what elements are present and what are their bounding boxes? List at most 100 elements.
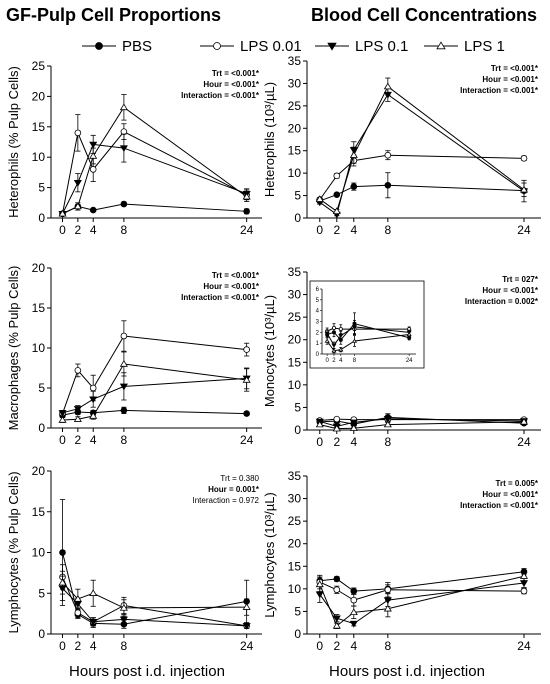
x-tick-label: 4 [90, 639, 97, 653]
left-x-axis-label: Hours post i.d. injection [69, 663, 225, 680]
mac-pulp-point-lps-0-1-3 [119, 383, 128, 391]
y-tick-label: 0 [38, 211, 45, 225]
het-pulp-point-lps-0-1-2 [89, 141, 98, 149]
het-blood-point-pbs-3 [384, 181, 392, 189]
lym-pulp-point-pbs-0 [59, 549, 66, 556]
y-tick-label: 25 [32, 59, 46, 73]
inset-y-tick-label: 2 [316, 330, 320, 336]
y-tick-label: 30 [288, 288, 302, 302]
stat-line: Hour = <0.001* [203, 282, 259, 291]
lym-blood-line-lps-1 [319, 575, 525, 627]
lym-blood-point-lps-0-01-1 [333, 586, 341, 594]
het-blood-series-lps-0-1 [315, 87, 529, 219]
x-tick-label: 4 [90, 433, 97, 447]
inset-point-lps-0-01-1 [331, 325, 336, 330]
lym-blood-series-lps-1 [315, 571, 529, 629]
mac-pulp-line-lps-0-1 [62, 377, 247, 414]
mac-pulp-point-lps-0-1-1 [73, 406, 82, 413]
legend-item-pbs: PBS [82, 38, 152, 55]
inset-point-lps-1-3 [351, 338, 358, 343]
y-tick-label: 25 [288, 99, 302, 113]
stat-line: Hour = <0.001* [482, 286, 538, 295]
inset-y-tick-label: 6 [316, 287, 320, 293]
het-blood-line-lps-1 [319, 85, 525, 213]
stat-line: Hour = <0.001* [203, 80, 259, 89]
stats-mac-pulp: Trt = <0.001* Hour = <0.001* Interaction =… [181, 271, 260, 302]
y-tick-label: 0 [38, 627, 45, 641]
lym-blood-point-lps-1-0 [315, 580, 324, 588]
legend-label-lps-1: LPS 1 [464, 38, 505, 55]
mac-pulp-series-lps-0-1 [58, 367, 251, 417]
lym-blood-point-lps-0-01-2 [350, 596, 358, 604]
y-tick-label: 5 [38, 381, 45, 395]
mac-pulp-point-lps-1-3 [119, 360, 128, 367]
y-tick-label: 15 [32, 505, 46, 519]
stat-line: Trt = 027* [502, 275, 539, 284]
lym-pulp-series-lps-0-1 [58, 575, 251, 630]
het-blood-point-lps-0-01-4 [520, 155, 528, 162]
inset-x-tick-label: 2 [332, 358, 336, 364]
left-column-title: GF-Pulp Cell Proportions [6, 5, 221, 25]
legend-item-lps-0-01: LPS 0.01 [200, 38, 302, 55]
y-tick-label: 0 [294, 627, 301, 641]
mac-pulp-point-lps-1-0 [58, 416, 67, 423]
y-tick-label: 20 [32, 464, 46, 478]
het-blood-point-lps-1-0 [315, 195, 324, 202]
stats-lym-blood: Trt = 0.005* Hour = <0.001* Interaction = … [460, 479, 539, 510]
inset-y-tick-label: 1 [316, 341, 320, 347]
mac-pulp-point-lps-1-4 [242, 376, 251, 383]
x-tick-label: 2 [333, 639, 340, 653]
lym-blood-point-lps-1-2 [349, 608, 358, 616]
het-pulp-line-pbs [62, 203, 247, 215]
het-pulp-series-lps-1 [58, 94, 251, 217]
legend-label-lps-0-01: LPS 0.01 [240, 38, 302, 55]
stat-line: Trt = 0.380 [220, 474, 259, 483]
het-pulp-line-lps-0-01 [62, 131, 247, 214]
mac-pulp-point-lps-0-01-1 [74, 367, 82, 374]
y-tick-label: 10 [32, 546, 46, 560]
y-tick-label: 5 [294, 189, 301, 203]
mono-blood-point-lps-0-1-2 [349, 419, 358, 427]
het-pulp-point-pbs-2 [89, 206, 97, 214]
x-tick-label: 4 [90, 223, 97, 237]
mono-blood-point-lps-1-4 [519, 417, 529, 425]
het-pulp-point-lps-0-1-3 [119, 145, 128, 153]
het-pulp-point-lps-0-01-2 [89, 166, 97, 173]
het-pulp-series-pbs [59, 200, 250, 218]
lym-blood-series-lps-0-1 [315, 578, 529, 628]
stat-line: Trt = <0.001* [212, 271, 260, 280]
inset-point-lps-0-1-2 [338, 333, 344, 339]
right-column-title: Blood Cell Concentrations [311, 5, 537, 25]
mac-pulp-point-pbs-3 [120, 407, 128, 414]
y-tick-label: 5 [294, 604, 301, 618]
lym-blood-point-lps-0-1-2 [349, 620, 358, 628]
het-blood-point-lps-0-01-1 [333, 172, 341, 180]
x-tick-label: 2 [75, 223, 82, 237]
mono-blood-point-lps-1-1 [332, 424, 341, 432]
y-tick-label: 10 [288, 582, 302, 596]
y-tick-label: 30 [288, 492, 302, 506]
x-tick-label: 24 [517, 639, 531, 653]
y-tick-label: 0 [294, 423, 301, 437]
inset-point-lps-1-0 [324, 338, 330, 343]
het-pulp-point-lps-1-3 [119, 103, 128, 111]
y-tick-label: 20 [288, 537, 302, 551]
mono-blood-point-lps-0-01-1 [333, 415, 341, 423]
inset-y-tick-label: 0 [316, 352, 320, 358]
y-tick-label: 10 [288, 166, 302, 180]
inset-y-tick-label: 4 [316, 309, 320, 315]
inset-x-tick-label: 8 [353, 358, 357, 364]
lym-blood-point-lps-0-1-0 [315, 591, 324, 599]
lym-pulp-point-lps-1-1 [73, 594, 82, 602]
y-tick-label: 5 [38, 586, 45, 600]
stat-line: Hour = <0.001* [482, 490, 538, 499]
het-blood-series-lps-1 [315, 77, 529, 214]
lym-blood-point-pbs-2 [350, 587, 358, 595]
